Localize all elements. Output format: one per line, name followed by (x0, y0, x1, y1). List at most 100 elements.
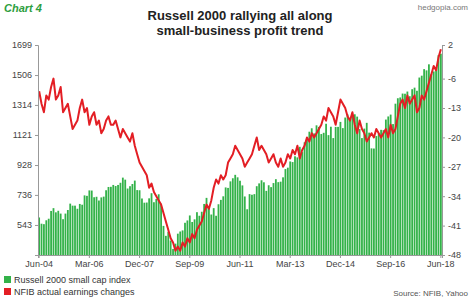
bar (151, 193, 153, 255)
bar (361, 138, 363, 255)
tick-label: 736 (17, 190, 32, 200)
bar (280, 182, 282, 255)
tick: Dec-07 (125, 255, 154, 269)
bar (227, 188, 229, 255)
bar (277, 182, 279, 255)
bar (230, 181, 232, 255)
bar (234, 175, 236, 255)
tick-mark (35, 105, 38, 106)
bar (438, 55, 440, 255)
bar (318, 127, 320, 255)
tick: Jun-11 (227, 255, 254, 269)
tick-mark (39, 255, 40, 258)
bar (112, 185, 114, 255)
bar (131, 184, 133, 255)
bar (117, 185, 119, 255)
bar (222, 196, 224, 255)
bar (289, 161, 291, 255)
bar (93, 197, 95, 255)
annotation: Source: NFIB, Yahoo (393, 289, 468, 298)
axis: Jun-04Mar-06Dec-07Sep-09Jun-11Mar-13Dec-… (25, 255, 454, 269)
axis-line (35, 46, 39, 256)
bar (256, 186, 258, 255)
legend: Russell 2000 small cap indexNFIB actual … (4, 275, 135, 297)
bar (165, 236, 167, 255)
tick-mark (35, 45, 38, 46)
bar (416, 91, 418, 255)
bar (53, 208, 55, 255)
bar (253, 194, 255, 255)
bar (81, 205, 83, 255)
bar (251, 195, 253, 255)
tick-label: Jun-11 (227, 259, 254, 269)
bar (148, 198, 150, 255)
tick: -27 (442, 162, 461, 172)
bar (218, 204, 220, 255)
tick-label: -34 (448, 192, 461, 202)
annotation: Chart 4 (4, 2, 42, 14)
bar (232, 178, 234, 255)
bar (306, 138, 308, 255)
bar (100, 197, 102, 255)
tick: 928 (17, 160, 38, 170)
bar (325, 124, 327, 255)
bar (65, 214, 67, 255)
bar (335, 127, 337, 255)
bar (237, 177, 239, 255)
tick-mark (442, 167, 445, 168)
bar (143, 203, 145, 255)
tick: 736 (17, 190, 38, 200)
bar (249, 194, 251, 255)
bar (359, 129, 361, 255)
tick-mark (390, 255, 391, 258)
bar (371, 148, 373, 255)
bar (351, 115, 353, 255)
bar (342, 128, 344, 255)
bar (313, 133, 315, 255)
tick-mark (35, 195, 38, 196)
title: small-business profit trend (157, 23, 324, 38)
bar (91, 191, 93, 255)
tick-label: -27 (448, 162, 461, 172)
bar (294, 156, 296, 255)
bar (139, 190, 141, 255)
tick: Mar-13 (276, 255, 305, 269)
axis: -48-41-34-27-20-13-62 (442, 40, 461, 260)
bar (50, 211, 52, 255)
tick-label: 1121 (13, 130, 32, 140)
bar (98, 201, 100, 255)
tick-label: -41 (448, 221, 461, 231)
bar (60, 214, 62, 255)
bar (328, 135, 330, 255)
bar (103, 197, 105, 255)
bar (246, 209, 248, 255)
bar (440, 54, 442, 255)
bar (430, 74, 432, 255)
bar (55, 212, 57, 255)
bar (57, 211, 59, 255)
tick-mark (442, 79, 445, 80)
tick-label: Sep-09 (175, 259, 204, 269)
bar (270, 187, 272, 255)
tick-label: Mar-06 (75, 259, 104, 269)
bar (385, 120, 387, 255)
tick-label: 1699 (12, 40, 32, 50)
tick-label: 928 (17, 160, 32, 170)
bar (153, 202, 155, 255)
tick-mark (440, 255, 441, 258)
plot-area (38, 49, 442, 255)
bar (392, 124, 394, 255)
tick-mark (189, 255, 190, 258)
bar (285, 169, 287, 255)
tick-label: 1506 (12, 70, 32, 80)
bar (383, 130, 385, 255)
bar (120, 183, 122, 255)
tick-mark (35, 165, 38, 166)
tick-label: 1314 (12, 100, 32, 110)
bar (110, 187, 112, 255)
tick: -41 (442, 221, 461, 231)
bar (363, 129, 365, 255)
tick-label: -20 (448, 133, 461, 143)
bar (380, 130, 382, 255)
bar (340, 122, 342, 255)
